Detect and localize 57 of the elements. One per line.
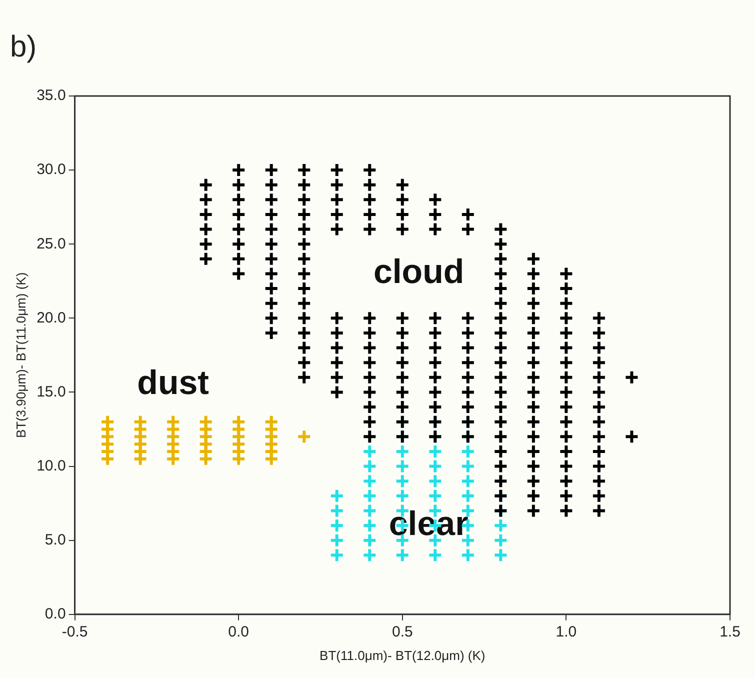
point — [329, 518, 344, 534]
x-tick-label: 0.5 — [392, 624, 413, 641]
x-tick-label: 1.0 — [556, 624, 577, 641]
point — [362, 488, 378, 504]
point — [362, 503, 378, 518]
point — [460, 488, 476, 504]
point — [329, 532, 344, 548]
point — [394, 488, 410, 504]
point — [362, 518, 378, 534]
point — [428, 444, 443, 459]
point — [362, 532, 378, 548]
point — [460, 548, 476, 563]
point — [394, 548, 410, 563]
point — [428, 488, 443, 504]
y-tick-label: 35.0 — [36, 87, 66, 104]
point — [362, 458, 378, 474]
y-tick-label: 10.0 — [36, 457, 66, 474]
point — [493, 548, 508, 563]
point — [460, 458, 476, 474]
y-axis-title: BT(3.90μm)- BT(11.0μm) (K) — [13, 272, 28, 438]
point — [362, 474, 378, 489]
y-tick-label: 20.0 — [36, 309, 66, 326]
point — [264, 414, 279, 430]
point — [329, 548, 344, 563]
annotation: cloud — [373, 253, 464, 292]
x-tick-label: -0.5 — [62, 624, 88, 641]
point — [394, 458, 410, 474]
point — [394, 474, 410, 489]
point — [362, 548, 378, 563]
point — [296, 429, 312, 444]
point — [460, 444, 476, 459]
point — [362, 444, 378, 459]
annotation: dust — [137, 364, 209, 402]
point — [132, 414, 148, 430]
point — [394, 444, 410, 459]
point — [428, 548, 443, 563]
y-tick-label: 25.0 — [36, 235, 66, 252]
point — [198, 414, 214, 430]
point — [428, 458, 443, 474]
point — [100, 414, 116, 430]
chart-title: b) — [10, 30, 37, 64]
point — [329, 503, 344, 518]
x-tick-label: 1.5 — [720, 624, 740, 641]
point — [329, 488, 344, 504]
y-tick-label: 30.0 — [36, 161, 66, 178]
point — [493, 518, 508, 534]
y-tick-label: 15.0 — [36, 383, 66, 400]
point — [231, 414, 246, 430]
y-tick-label: 5.0 — [44, 531, 66, 548]
point — [166, 414, 181, 430]
point — [460, 474, 476, 489]
point — [493, 532, 508, 548]
x-tick-label: 0.0 — [228, 624, 250, 641]
annotation: clear — [388, 504, 468, 543]
point — [428, 474, 443, 489]
x-axis-title: BT(11.0μm)- BT(12.0μm) (K) — [320, 648, 486, 663]
y-tick-label: 0.0 — [44, 606, 66, 623]
